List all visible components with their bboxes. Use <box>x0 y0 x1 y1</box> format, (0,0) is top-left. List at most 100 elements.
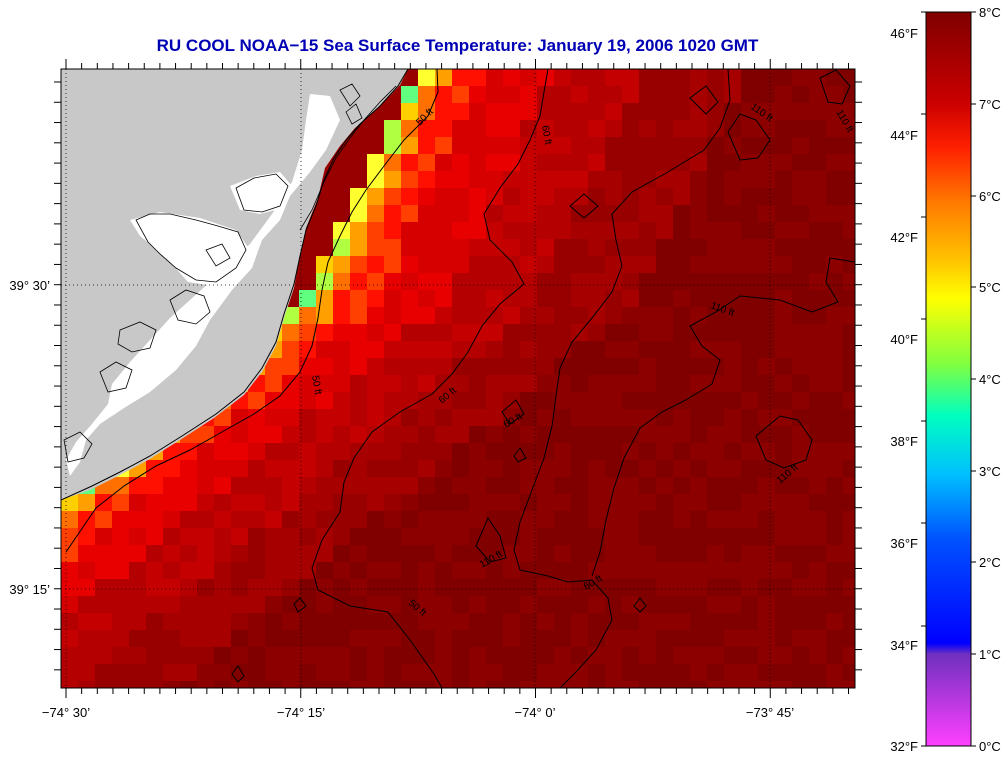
sst-cell <box>554 358 571 375</box>
sst-cell <box>826 579 843 596</box>
sst-cell <box>520 307 537 324</box>
sst-cell <box>282 511 299 528</box>
sst-cell <box>588 324 605 341</box>
sst-cell <box>418 188 435 205</box>
sst-cell <box>520 630 537 647</box>
sst-cell <box>673 562 690 579</box>
sst-cell <box>129 545 146 562</box>
sst-cell <box>367 256 384 273</box>
sst-cell <box>367 562 384 579</box>
sst-cell <box>639 239 656 256</box>
sst-cell <box>503 324 520 341</box>
sst-cell <box>520 86 537 103</box>
sst-cell <box>231 562 248 579</box>
sst-cell <box>452 256 469 273</box>
sst-cell <box>537 273 554 290</box>
sst-cell <box>826 273 843 290</box>
sst-cell <box>350 273 367 290</box>
sst-cell <box>401 273 418 290</box>
sst-cell <box>197 647 214 664</box>
sst-cell <box>741 188 758 205</box>
sst-cell <box>605 341 622 358</box>
sst-cell <box>401 528 418 545</box>
sst-cell <box>146 460 163 477</box>
sst-cell <box>129 596 146 613</box>
sst-cell <box>520 596 537 613</box>
sst-cell <box>350 528 367 545</box>
sst-cell <box>843 188 855 205</box>
sst-cell <box>418 426 435 443</box>
sst-cell <box>333 545 350 562</box>
sst-cell <box>350 545 367 562</box>
sst-cell <box>741 494 758 511</box>
sst-cell <box>707 545 724 562</box>
sst-cell <box>639 120 656 137</box>
sst-cell <box>61 545 78 562</box>
sst-cell <box>775 426 792 443</box>
sst-cell <box>282 562 299 579</box>
sst-cell <box>503 358 520 375</box>
sst-cell <box>469 256 486 273</box>
contour-label: 60 ft <box>539 125 553 146</box>
sst-cell <box>809 137 826 154</box>
sst-cell <box>248 460 265 477</box>
sst-cell <box>265 596 282 613</box>
sst-cell <box>571 443 588 460</box>
sst-cell <box>78 664 95 681</box>
sst-cell <box>741 324 758 341</box>
sst-cell <box>792 562 809 579</box>
sst-cell <box>707 460 724 477</box>
sst-cell <box>231 613 248 630</box>
sst-cell <box>350 664 367 681</box>
sst-cell <box>554 154 571 171</box>
sst-cell <box>367 613 384 630</box>
sst-cell <box>248 562 265 579</box>
sst-cell <box>588 409 605 426</box>
sst-cell <box>367 630 384 647</box>
sst-cell <box>809 69 826 86</box>
sst-cell <box>384 494 401 511</box>
sst-cell <box>486 426 503 443</box>
sst-cell <box>299 664 316 681</box>
sst-cell <box>588 375 605 392</box>
sst-cell <box>843 341 855 358</box>
sst-cell <box>418 664 435 681</box>
sst-cell <box>418 205 435 222</box>
sst-cell <box>656 443 673 460</box>
sst-cell <box>656 681 673 688</box>
sst-cell <box>826 528 843 545</box>
sst-cell <box>775 409 792 426</box>
sst-cell <box>673 120 690 137</box>
sst-cell <box>826 562 843 579</box>
sst-cell <box>282 630 299 647</box>
sst-cell <box>418 307 435 324</box>
sst-cell <box>707 154 724 171</box>
sst-cell <box>690 120 707 137</box>
sst-cell <box>197 477 214 494</box>
sst-cell <box>571 681 588 688</box>
sst-cell <box>656 392 673 409</box>
sst-cell <box>622 511 639 528</box>
sst-cell <box>78 562 95 579</box>
sst-cell <box>520 290 537 307</box>
sst-cell <box>554 664 571 681</box>
sst-cell <box>435 596 452 613</box>
sst-cell <box>367 358 384 375</box>
sst-cell <box>418 392 435 409</box>
sst-cell <box>809 528 826 545</box>
sst-cell <box>333 426 350 443</box>
sst-cell <box>571 239 588 256</box>
sst-cell <box>673 222 690 239</box>
sst-cell <box>571 545 588 562</box>
sst-cell <box>401 290 418 307</box>
sst-cell <box>265 681 282 688</box>
sst-cell <box>401 154 418 171</box>
sst-cell <box>571 103 588 120</box>
sst-cell <box>843 307 855 324</box>
sst-cell <box>486 273 503 290</box>
sst-cell <box>265 664 282 681</box>
sst-cell <box>248 545 265 562</box>
sst-cell <box>639 341 656 358</box>
sst-cell <box>367 647 384 664</box>
sst-cell <box>554 290 571 307</box>
